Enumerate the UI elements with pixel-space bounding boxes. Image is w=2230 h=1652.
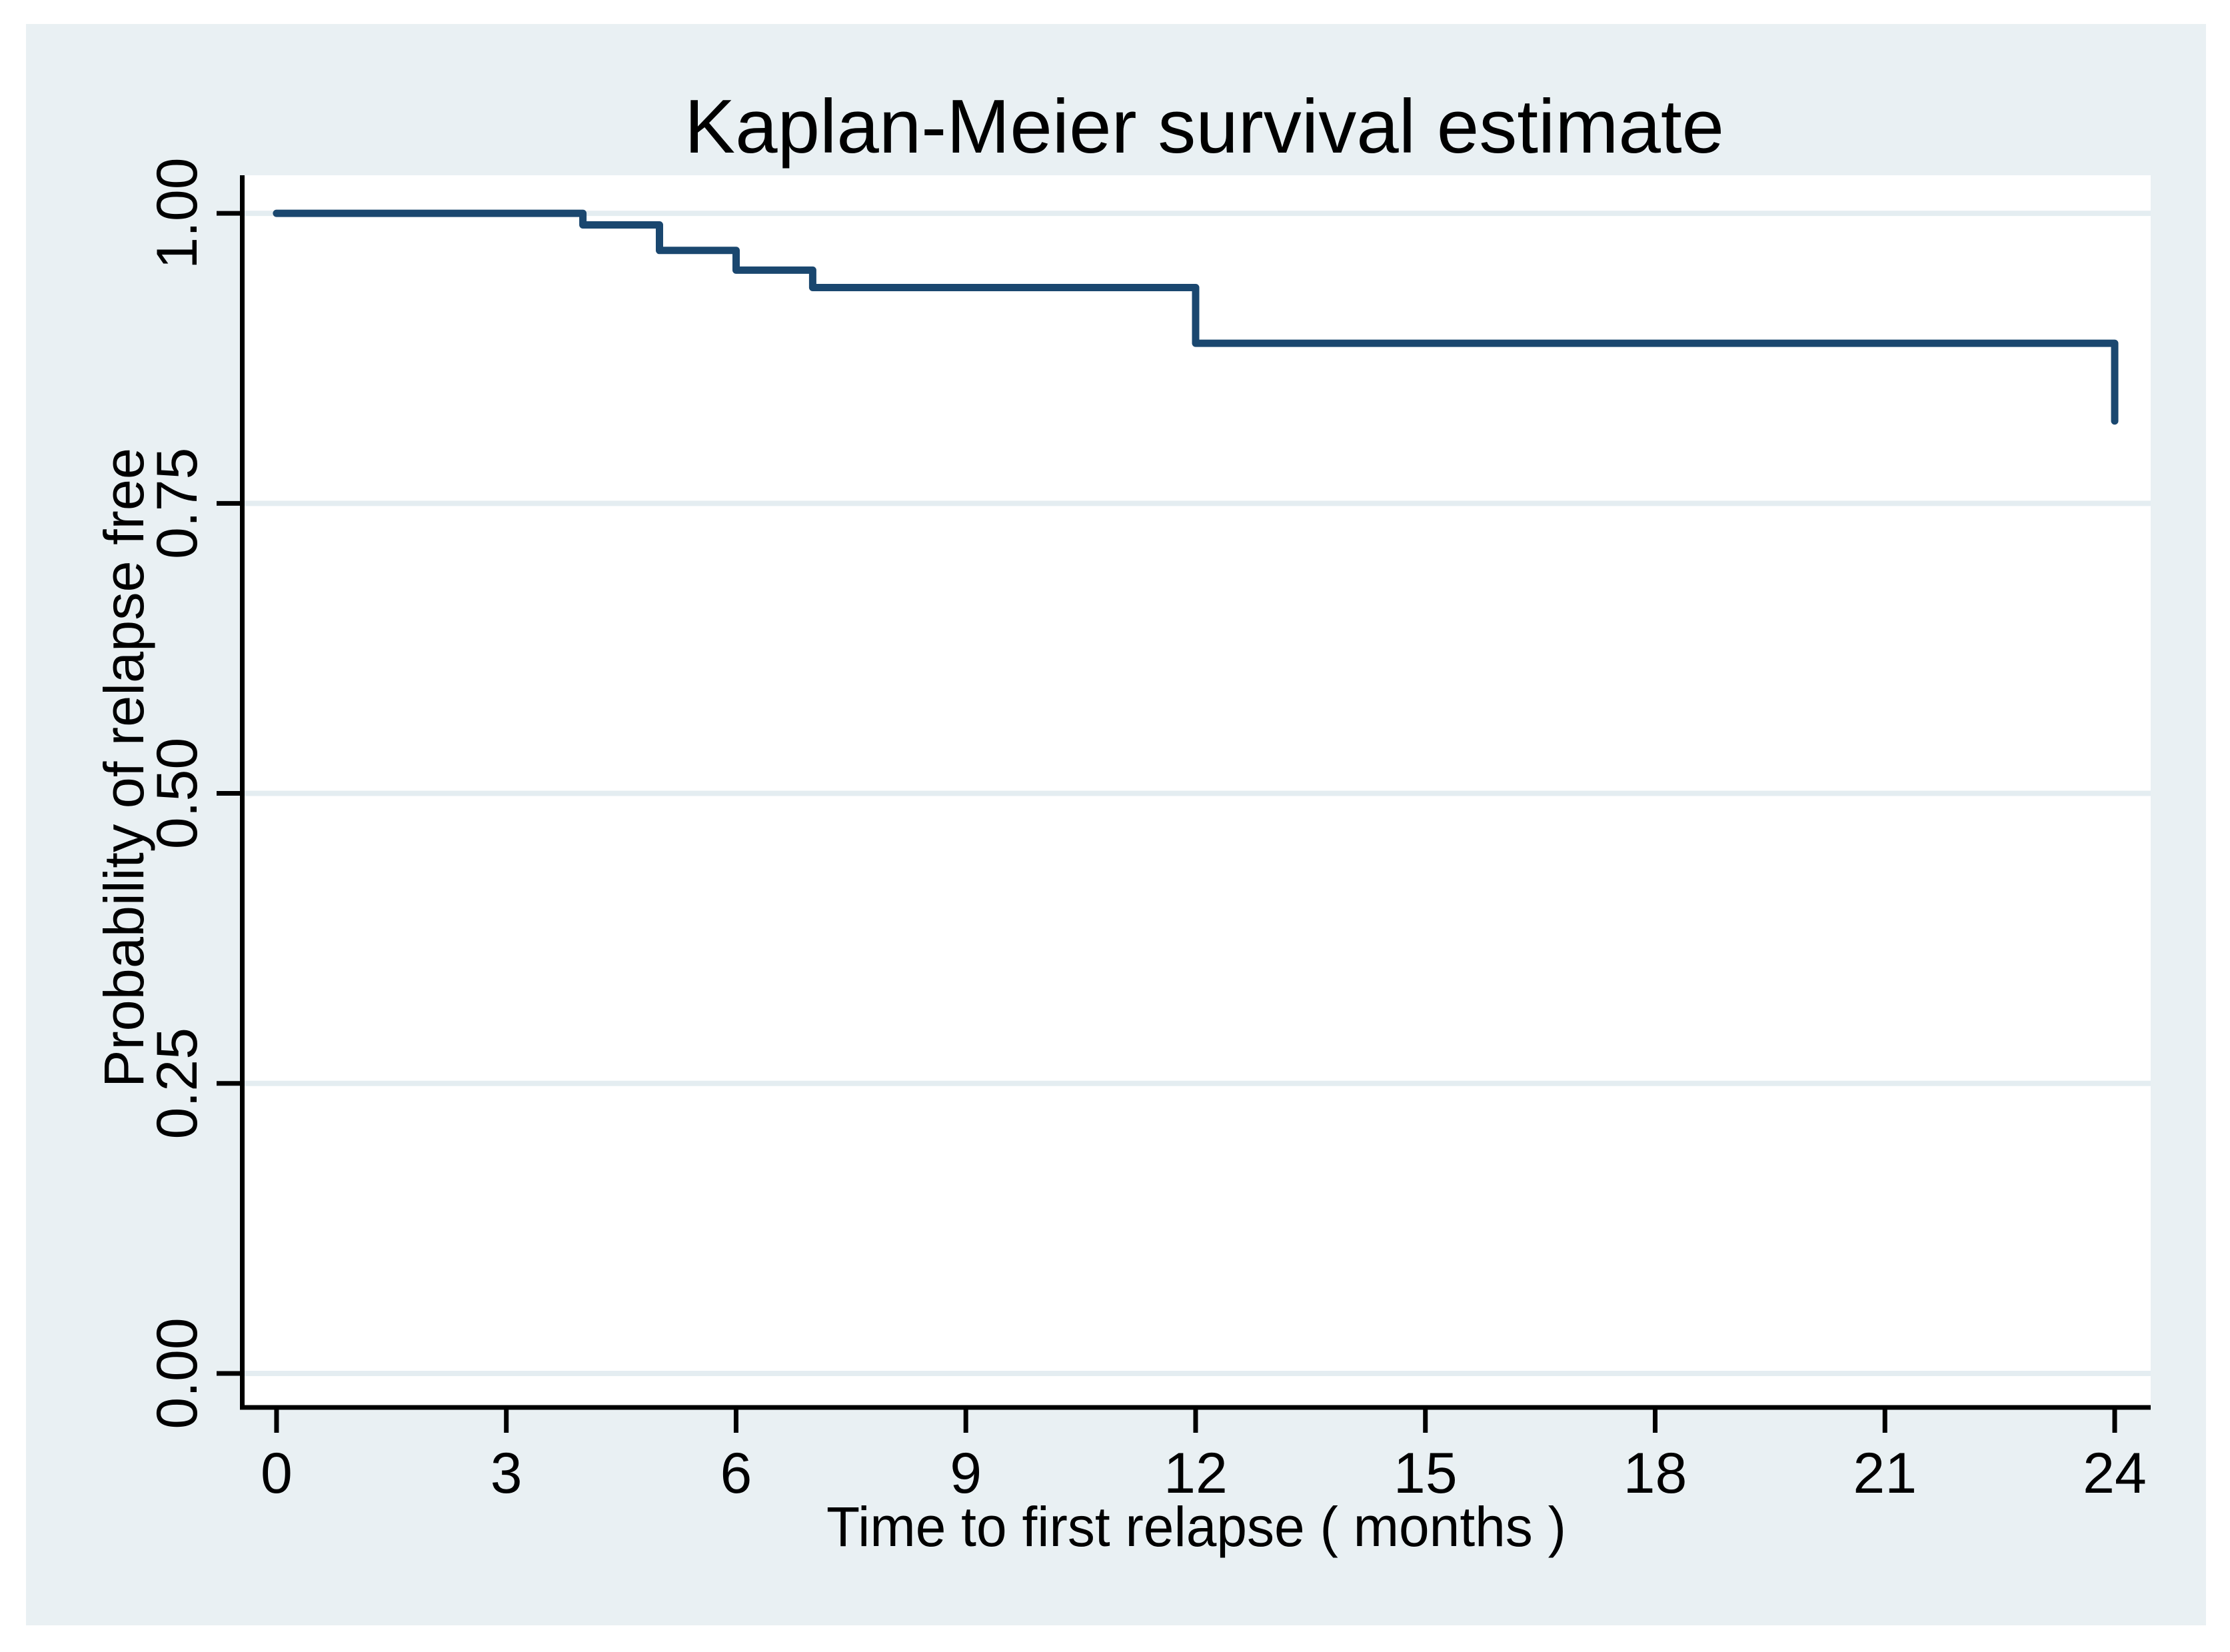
x-tick-label: 0 (261, 1441, 293, 1505)
x-tick-label: 21 (1853, 1441, 1917, 1505)
y-tick-label: 0.25 (145, 1028, 209, 1139)
x-tick-label: 24 (2083, 1441, 2147, 1505)
x-tick-label: 18 (1624, 1441, 1687, 1505)
x-tick-label: 9 (950, 1441, 982, 1505)
y-axis-title: Probability of relapse free (93, 448, 155, 1088)
y-tick-label: 0.75 (145, 448, 209, 559)
x-tick-label: 3 (491, 1441, 523, 1505)
y-tick-label: 0.50 (145, 738, 209, 849)
axes (240, 175, 2151, 1410)
survival-curve (273, 209, 2119, 425)
x-tick-label: 12 (1164, 1441, 1228, 1505)
y-tick-label: 1.00 (145, 157, 209, 269)
x-axis-title: Time to first relapse ( months ) (826, 1495, 1566, 1558)
x-tick-label: 6 (720, 1441, 752, 1505)
chart-title: Kaplan-Meier survival estimate (684, 85, 1724, 169)
y-axis-ticks: 1.00 0.75 0.50 0.25 0.00 (145, 157, 242, 1429)
y-tick-label: 0.00 (145, 1317, 209, 1429)
x-axis-ticks: 0 3 6 9 12 15 18 21 24 (261, 1407, 2147, 1505)
x-tick-label: 15 (1394, 1441, 1458, 1505)
